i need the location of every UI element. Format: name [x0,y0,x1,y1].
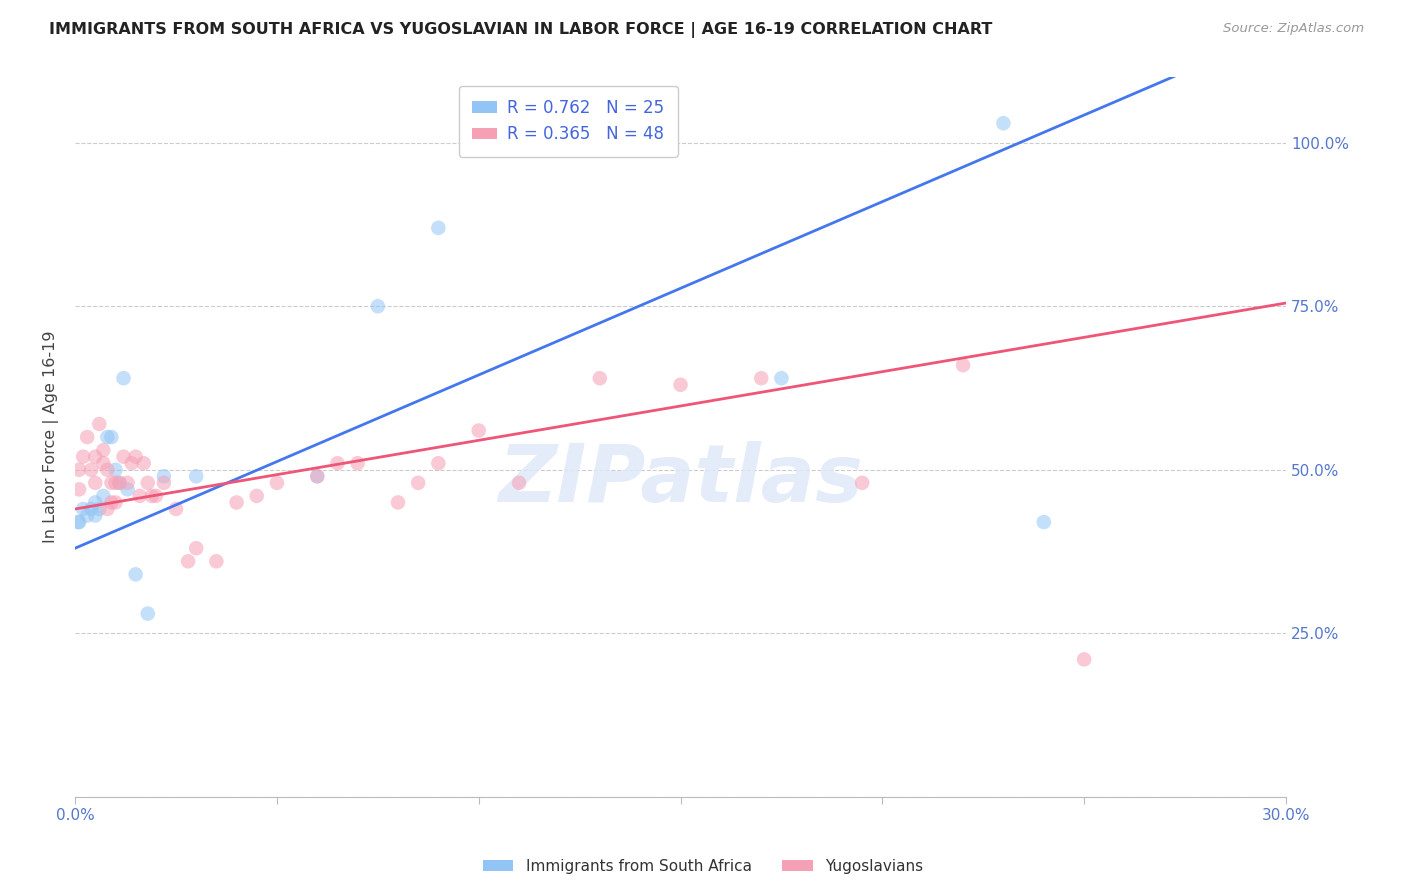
Point [84,475,107,490]
Point [128,489,150,503]
Point [186,541,208,556]
Point [427,220,450,235]
Point [80,463,103,477]
Point [246,489,269,503]
Point [117,483,139,497]
Point [851,475,873,490]
Point [770,371,793,385]
Point [508,475,530,490]
Point [67,515,90,529]
Point [749,371,772,385]
Point [104,475,127,490]
Point [307,469,329,483]
Point [993,116,1015,130]
Text: IMMIGRANTS FROM SOUTH AFRICA VS YUGOSLAVIAN IN LABOR FORCE | AGE 16-19 CORRELATI: IMMIGRANTS FROM SOUTH AFRICA VS YUGOSLAV… [49,22,993,38]
Point [76,430,98,444]
Point [96,463,118,477]
Point [136,607,159,621]
Legend: R = 0.762   N = 25, R = 0.365   N = 48: R = 0.762 N = 25, R = 0.365 N = 48 [458,86,678,157]
Point [100,430,122,444]
Point [153,475,176,490]
Point [467,424,489,438]
Point [153,469,176,483]
Point [205,554,228,568]
Point [89,502,111,516]
Point [124,450,146,464]
Point [132,456,155,470]
Point [141,489,163,503]
Point [145,489,167,503]
Point [93,456,115,470]
Point [136,475,159,490]
Point [100,475,122,490]
Point [80,502,103,516]
Point [367,299,389,313]
Point [104,495,127,509]
Point [124,567,146,582]
Point [952,358,974,372]
Legend: Immigrants from South Africa, Yugoslavians: Immigrants from South Africa, Yugoslavia… [477,853,929,880]
Point [121,456,143,470]
Point [93,443,115,458]
Point [76,508,98,523]
Point [427,456,450,470]
Point [84,508,107,523]
Point [112,371,135,385]
Point [84,450,107,464]
Point [186,469,208,483]
Point [72,450,94,464]
Point [96,430,118,444]
Point [1073,652,1095,666]
Point [72,502,94,516]
Point [112,450,135,464]
Point [67,483,90,497]
Point [165,502,187,516]
Point [84,495,107,509]
Point [117,475,139,490]
Text: Source: ZipAtlas.com: Source: ZipAtlas.com [1223,22,1364,36]
Point [406,475,429,490]
Point [225,495,247,509]
Text: ZIPatlas: ZIPatlas [498,442,863,519]
Y-axis label: In Labor Force | Age 16-19: In Labor Force | Age 16-19 [44,331,59,543]
Point [307,469,329,483]
Point [100,495,122,509]
Point [177,554,200,568]
Point [89,417,111,431]
Point [96,502,118,516]
Point [104,463,127,477]
Point [387,495,409,509]
Point [67,463,90,477]
Point [108,475,131,490]
Point [346,456,368,470]
Point [669,377,692,392]
Point [1032,515,1054,529]
Point [589,371,612,385]
Point [266,475,288,490]
Point [108,475,131,490]
Point [93,489,115,503]
Point [326,456,349,470]
Point [67,515,90,529]
